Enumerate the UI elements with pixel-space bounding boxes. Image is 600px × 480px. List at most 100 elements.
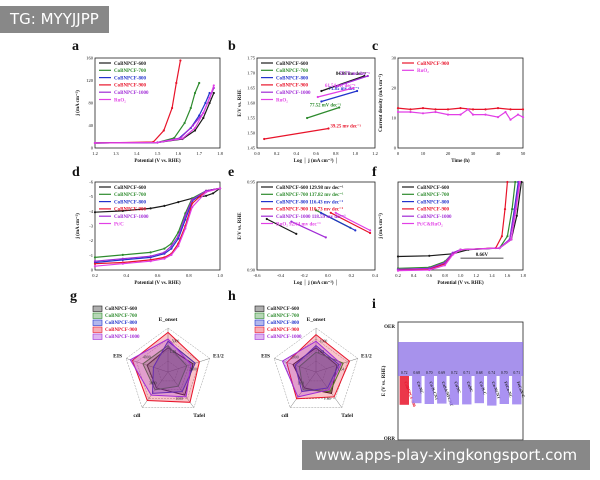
legend-entry: CoBNPCF-1000 [276,91,311,96]
bar-category-label: CoNC [466,381,475,393]
data-point [320,89,323,93]
panel-h: h E_onset E1/2 Tafel cdl EIS 1.62 1.64 1.66 1.60 2… [228,289,372,419]
legend-swatch [92,312,103,319]
radar-grid-ring [146,349,190,391]
x-tick-label: -0.4 [277,273,285,278]
radar-grid-ring [125,327,211,408]
panel-letter-h: h [228,289,236,304]
data-point [396,269,400,272]
data-point [198,114,201,117]
plot-frame-e [256,181,376,271]
slope-label: 77.52 mV dec⁻¹ [310,103,342,109]
y-tick-label: 0 [394,146,397,151]
data-point [93,260,97,263]
data-point [396,255,400,258]
data-point [509,108,512,111]
legend-entry: RuO₂ [114,98,126,103]
bar-category-label: Co-NC [416,381,425,395]
x-tick-label: 1.3 [113,151,119,156]
y-tick-label: 1.70 [247,71,256,76]
y-axis-label: E/V vs. RHE [238,89,243,117]
series-line [266,218,297,235]
radar-tick-label: 4000 [143,356,151,360]
data-point [191,124,194,127]
radar-axis-label: cdl [133,413,141,419]
series-line [321,75,365,92]
data-point [121,262,124,265]
legend-entry: CoBNPCF-700 [105,314,137,319]
data-point [149,251,152,254]
slope-label: 73.75 mv dec⁻¹ [339,71,370,77]
data-point [504,110,507,114]
radar-grid-ring [157,360,179,382]
data-point [208,96,211,100]
data-point [409,110,412,114]
data-point [121,209,124,212]
y-tick-label: 30 [392,56,397,61]
data-point [443,264,446,267]
panel-e: e -0.6 -0.4 -0.2 0.0 0.2 0.4 0.90 0.95 Log │ j (m… [228,165,379,286]
data-point [198,81,201,85]
bar-category-label: Co-NCNT [491,381,502,400]
legend-swatch [92,326,103,333]
radar-tick-label: 1.60 [297,382,304,386]
legend-entry: CoBNPCF-900 [105,328,137,333]
series-line [306,106,340,119]
x-tick-label: 30 [471,151,476,156]
bar [424,376,434,404]
radar-axis-label: Tafel [193,413,205,419]
data-point [212,91,215,95]
y-axis-label: j (mA cm⁻²) [75,213,81,240]
legend-entry: CoBNPCF-900 [417,62,449,67]
x-tick-label: 1.6 [505,273,511,278]
legend-entry: CoBNPCF-700 [276,69,308,74]
data-point [356,89,359,93]
series-line [264,127,329,140]
panel-d: d 0.2 0.4 0.6 0.8 1.0 0 -1 -2 -3 -4 -5 -6 Potential (… [72,165,224,286]
data-point [459,248,462,251]
data-point [162,129,165,132]
legend: CoBNPCF-600 CoBNPCF-700 CoBNPCF-800 CoBNPCF… [99,186,149,227]
data-point [518,180,522,184]
series-line [94,187,221,265]
bar-value-label: 0.68 [413,371,420,375]
legend-entry: CoBNPCF-1000 [417,215,452,220]
radar-axis [167,371,195,408]
x-tick-label: 1.2 [92,151,98,156]
legend-swatch [254,333,265,340]
data-point [510,238,513,241]
radar-series [142,344,188,391]
x-axis-label: Log │ j (mA cm⁻²) │ [294,157,339,164]
data-point [434,108,437,111]
bar [487,376,497,406]
legend-swatch [92,305,103,312]
legend-entry: CoBNPCF-600 [276,62,308,67]
data-point [352,86,355,90]
data-point [506,235,509,238]
data-point [428,267,431,270]
series-line [94,85,215,144]
legend-entry: CoBNPCF-1000 [105,335,140,340]
data-point [184,227,187,230]
bar-category-label: Co-N-C [478,381,487,396]
y-tick-label: 0.90 [247,268,256,273]
radar-tick-label: 1.66 [324,397,331,401]
legend-entry: CoBNPCF-800 [417,200,449,205]
data-point [170,253,173,256]
data-point [521,116,525,119]
bar-value-label: 0.72 [451,371,458,375]
series-line [321,90,358,103]
y-tick-label: 1.75 [247,56,256,61]
y-tick-label: -3 [89,224,93,229]
panel-letter-f: f [372,165,377,180]
data-point [205,191,208,194]
bar-value-label: 0.71 [463,371,470,375]
data-point [121,253,124,256]
panel-i: iOERORRE (V vs. RHE)0.72CoBNPCF-9000.68C… [372,297,526,442]
y-tick-label: 120 [86,78,94,83]
series-line [94,87,215,144]
radar-series [151,340,196,394]
radar-series [129,338,192,398]
